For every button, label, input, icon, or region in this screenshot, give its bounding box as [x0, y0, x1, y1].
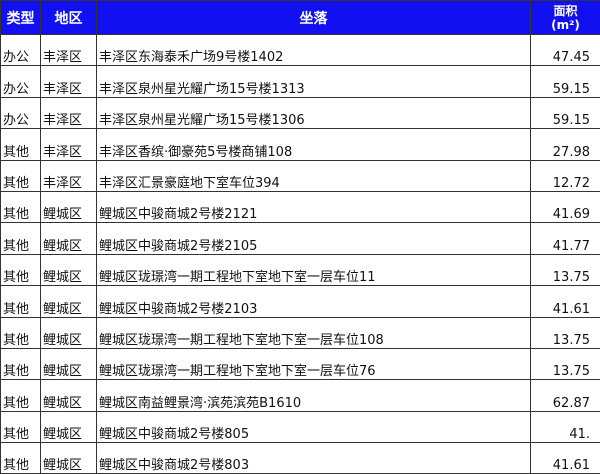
cell-location: 鲤城区中骏商城2号楼2121 — [97, 191, 531, 222]
cell-type: 其他 — [1, 411, 41, 442]
cell-location: 鲤城区珑璟湾一期工程地下室地下室一层车位108 — [97, 317, 531, 348]
cell-area: 59.15 — [531, 66, 600, 97]
cell-location: 丰泽区泉州星光耀广场15号楼1313 — [97, 66, 531, 97]
cell-location: 鲤城区南益鲤景湾·滨苑滨苑B1610 — [97, 380, 531, 411]
header-area-unit: (m²) — [551, 18, 580, 32]
cell-location: 鲤城区珑璟湾一期工程地下室地下室一层车位11 — [97, 254, 531, 285]
cell-location: 丰泽区泉州星光耀广场15号楼1306 — [97, 97, 531, 128]
cell-district: 鲤城区 — [41, 286, 97, 317]
header-area: 面积(m²) — [531, 1, 600, 35]
cell-type: 其他 — [1, 223, 41, 254]
cell-location: 鲤城区珑璟湾一期工程地下室地下室一层车位76 — [97, 348, 531, 379]
cell-type: 办公 — [1, 66, 41, 97]
cell-location: 鲤城区中骏商城2号楼2105 — [97, 223, 531, 254]
cell-type: 其他 — [1, 129, 41, 160]
cell-type: 办公 — [1, 97, 41, 128]
cell-area: 13.75 — [531, 348, 600, 379]
cell-district: 丰泽区 — [41, 129, 97, 160]
cell-area: 27.98 — [531, 129, 600, 160]
cell-area: 41. — [531, 411, 600, 442]
cell-location: 丰泽区香缤·御豪苑5号楼商铺108 — [97, 129, 531, 160]
cell-area: 59.15 — [531, 97, 600, 128]
cell-location: 鲤城区中骏商城2号楼803 — [97, 443, 531, 474]
cell-type: 其他 — [1, 160, 41, 191]
cell-location: 丰泽区东海泰禾广场9号楼1402 — [97, 35, 531, 66]
cell-type: 办公 — [1, 35, 41, 66]
cell-district: 鲤城区 — [41, 191, 97, 222]
cell-area: 12.72 — [531, 160, 600, 191]
cell-district: 丰泽区 — [41, 66, 97, 97]
cell-district: 鲤城区 — [41, 254, 97, 285]
cell-district: 丰泽区 — [41, 160, 97, 191]
cell-area: 41.61 — [531, 443, 600, 474]
cell-location: 丰泽区汇景豪庭地下室车位394 — [97, 160, 531, 191]
cell-type: 其他 — [1, 348, 41, 379]
cell-area: 41.61 — [531, 286, 600, 317]
header-type: 类型 — [1, 1, 41, 35]
cell-area: 41.69 — [531, 191, 600, 222]
cell-type: 其他 — [1, 286, 41, 317]
cell-type: 其他 — [1, 317, 41, 348]
cell-district: 鲤城区 — [41, 380, 97, 411]
header-location: 坐落 — [97, 1, 531, 35]
cell-location: 鲤城区中骏商城2号楼805 — [97, 411, 531, 442]
cell-area: 13.75 — [531, 317, 600, 348]
cell-type: 其他 — [1, 380, 41, 411]
cell-type: 其他 — [1, 443, 41, 474]
cell-area: 13.75 — [531, 254, 600, 285]
header-row: 类型 地区 坐落 面积(m²) — [1, 1, 600, 35]
cell-location: 鲤城区中骏商城2号楼2103 — [97, 286, 531, 317]
cell-district: 鲤城区 — [41, 411, 97, 442]
cell-type: 其他 — [1, 191, 41, 222]
cell-district: 鲤城区 — [41, 223, 97, 254]
cell-area: 47.45 — [531, 35, 600, 66]
header-district: 地区 — [41, 1, 97, 35]
header-area-label: 面积 — [553, 4, 577, 18]
cell-area: 62.87 — [531, 380, 600, 411]
cell-district: 鲤城区 — [41, 317, 97, 348]
cell-area: 41.77 — [531, 223, 600, 254]
cell-district: 鲤城区 — [41, 443, 97, 474]
cell-district: 丰泽区 — [41, 97, 97, 128]
cell-district: 鲤城区 — [41, 348, 97, 379]
cell-district: 丰泽区 — [41, 35, 97, 66]
cell-type: 其他 — [1, 254, 41, 285]
